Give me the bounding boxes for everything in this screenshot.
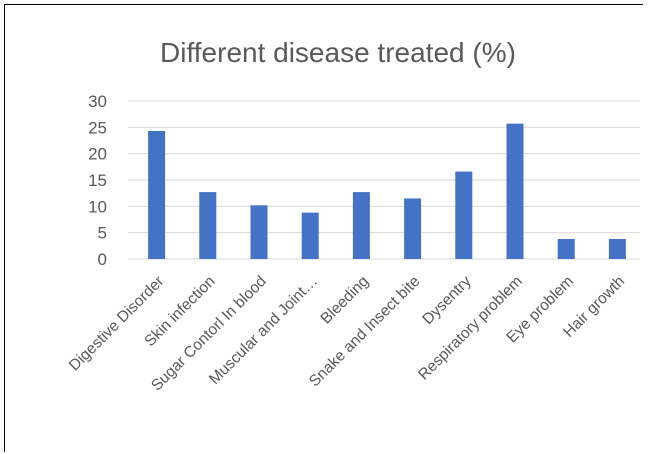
x-category-label: Digestive Disorder [66,273,168,375]
bar-2 [199,192,217,259]
chart-frame [4,4,643,452]
y-tick-label: 10 [88,197,107,216]
bar-10 [608,238,626,259]
bar-8 [506,123,524,259]
chart-title: Different disease treated (%) [160,37,516,68]
bar-7 [455,171,473,259]
bar-5 [352,192,370,259]
y-tick-label: 0 [98,250,107,269]
bar-4 [301,212,319,259]
bar-1 [148,131,166,259]
bars [148,123,626,259]
bar-3 [250,205,268,259]
y-tick-label: 15 [88,171,107,190]
y-tick-label: 25 [88,118,107,137]
y-tick-label: 20 [88,145,107,164]
y-tick-label: 5 [98,224,107,243]
grid-lines [128,100,640,260]
y-tick-label: 30 [88,92,107,111]
bar-9 [557,238,575,259]
y-axis-tick-labels: 0 5 10 15 20 25 30 [88,92,107,269]
bar-6 [404,198,422,259]
